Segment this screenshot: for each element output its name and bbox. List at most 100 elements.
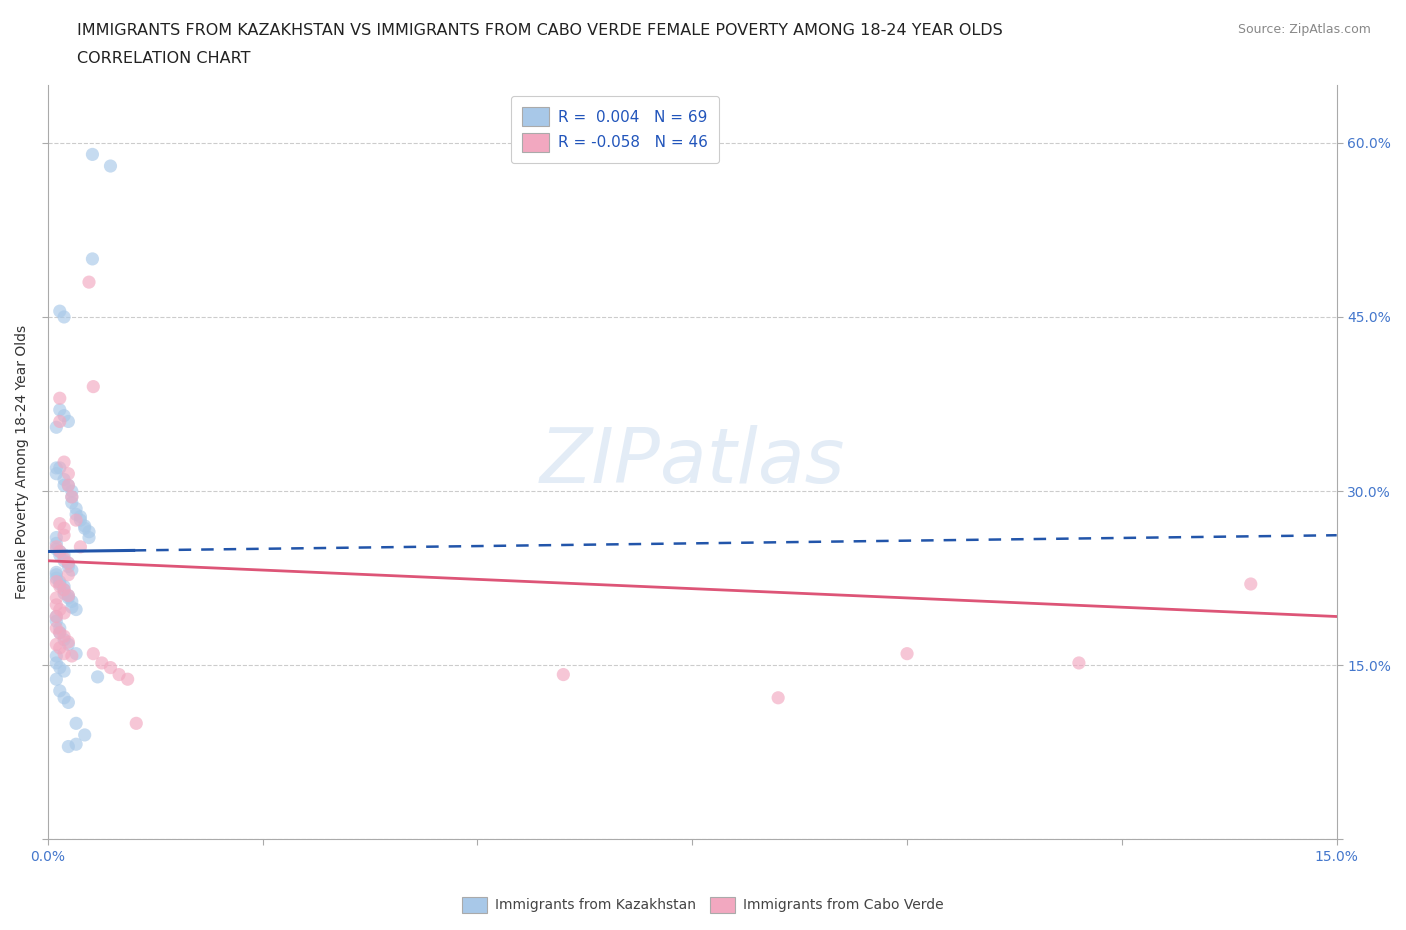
Point xyxy=(58,555,80,570)
Point xyxy=(58,695,80,710)
Point xyxy=(45,542,67,557)
Point xyxy=(60,563,83,578)
Text: Source: ZipAtlas.com: Source: ZipAtlas.com xyxy=(1237,23,1371,36)
Point xyxy=(45,648,67,663)
Point xyxy=(58,588,80,603)
Point xyxy=(45,620,67,635)
Point xyxy=(86,670,108,684)
Point xyxy=(45,565,67,579)
Point xyxy=(53,551,76,565)
Point xyxy=(69,512,91,527)
Point xyxy=(77,530,100,545)
Point xyxy=(53,646,76,661)
Point xyxy=(49,460,72,475)
Point xyxy=(49,391,72,405)
Point xyxy=(69,510,91,525)
Point xyxy=(49,602,72,617)
Point xyxy=(60,489,83,504)
Point xyxy=(49,641,72,656)
Legend: Immigrants from Kazakhstan, Immigrants from Cabo Verde: Immigrants from Kazakhstan, Immigrants f… xyxy=(457,891,949,919)
Point xyxy=(90,656,112,671)
Point xyxy=(60,496,83,511)
Text: IMMIGRANTS FROM KAZAKHSTAN VS IMMIGRANTS FROM CABO VERDE FEMALE POVERTY AMONG 18: IMMIGRANTS FROM KAZAKHSTAN VS IMMIGRANTS… xyxy=(77,23,1002,38)
Point xyxy=(45,614,67,629)
Point xyxy=(58,559,80,574)
Point xyxy=(49,544,72,559)
Legend: R =  0.004   N = 69, R = -0.058   N = 46: R = 0.004 N = 69, R = -0.058 N = 46 xyxy=(510,96,718,163)
Point xyxy=(49,577,72,591)
Point xyxy=(58,414,80,429)
Point xyxy=(1240,577,1263,591)
Point xyxy=(49,414,72,429)
Point xyxy=(53,310,76,325)
Point xyxy=(53,455,76,470)
Point xyxy=(45,597,67,612)
Point xyxy=(117,671,139,686)
Point xyxy=(53,408,76,423)
Point xyxy=(45,609,67,624)
Point xyxy=(77,274,100,289)
Point xyxy=(1067,656,1090,671)
Point xyxy=(45,609,67,624)
Point xyxy=(45,567,67,582)
Point xyxy=(58,478,80,493)
Point xyxy=(553,667,575,682)
Point xyxy=(49,620,72,635)
Point xyxy=(49,578,72,593)
Point xyxy=(49,625,72,640)
Point xyxy=(53,690,76,705)
Point xyxy=(49,548,72,563)
Point xyxy=(58,567,80,582)
Point xyxy=(53,632,76,647)
Point xyxy=(100,660,122,675)
Point xyxy=(53,528,76,543)
Point xyxy=(49,625,72,640)
Point xyxy=(45,419,67,434)
Point xyxy=(65,507,87,522)
Point xyxy=(125,716,148,731)
Point xyxy=(58,634,80,649)
Point xyxy=(58,591,80,605)
Point xyxy=(82,379,104,394)
Point xyxy=(65,646,87,661)
Point xyxy=(45,530,67,545)
Point xyxy=(53,586,76,601)
Point xyxy=(49,660,72,675)
Point xyxy=(49,403,72,418)
Point xyxy=(82,147,104,162)
Point xyxy=(53,605,76,620)
Point xyxy=(73,521,96,536)
Point xyxy=(58,478,80,493)
Point xyxy=(45,466,67,481)
Point xyxy=(58,466,80,481)
Point xyxy=(45,574,67,589)
Point xyxy=(60,489,83,504)
Point xyxy=(49,304,72,319)
Point xyxy=(53,582,76,597)
Point xyxy=(53,521,76,536)
Point xyxy=(73,519,96,534)
Point xyxy=(53,578,76,593)
Point xyxy=(45,571,67,586)
Point xyxy=(108,667,131,682)
Point xyxy=(65,602,87,617)
Point xyxy=(53,553,76,568)
Point xyxy=(45,460,67,475)
Point xyxy=(49,544,72,559)
Point xyxy=(65,716,87,731)
Point xyxy=(53,629,76,644)
Point xyxy=(45,539,67,554)
Point xyxy=(60,594,83,609)
Point xyxy=(53,548,76,563)
Point xyxy=(58,555,80,570)
Point xyxy=(45,536,67,551)
Point xyxy=(60,484,83,498)
Point xyxy=(53,582,76,597)
Point xyxy=(65,512,87,527)
Point xyxy=(60,600,83,615)
Point xyxy=(60,648,83,663)
Point xyxy=(45,656,67,671)
Point xyxy=(53,472,76,487)
Point xyxy=(82,646,104,661)
Point xyxy=(58,637,80,652)
